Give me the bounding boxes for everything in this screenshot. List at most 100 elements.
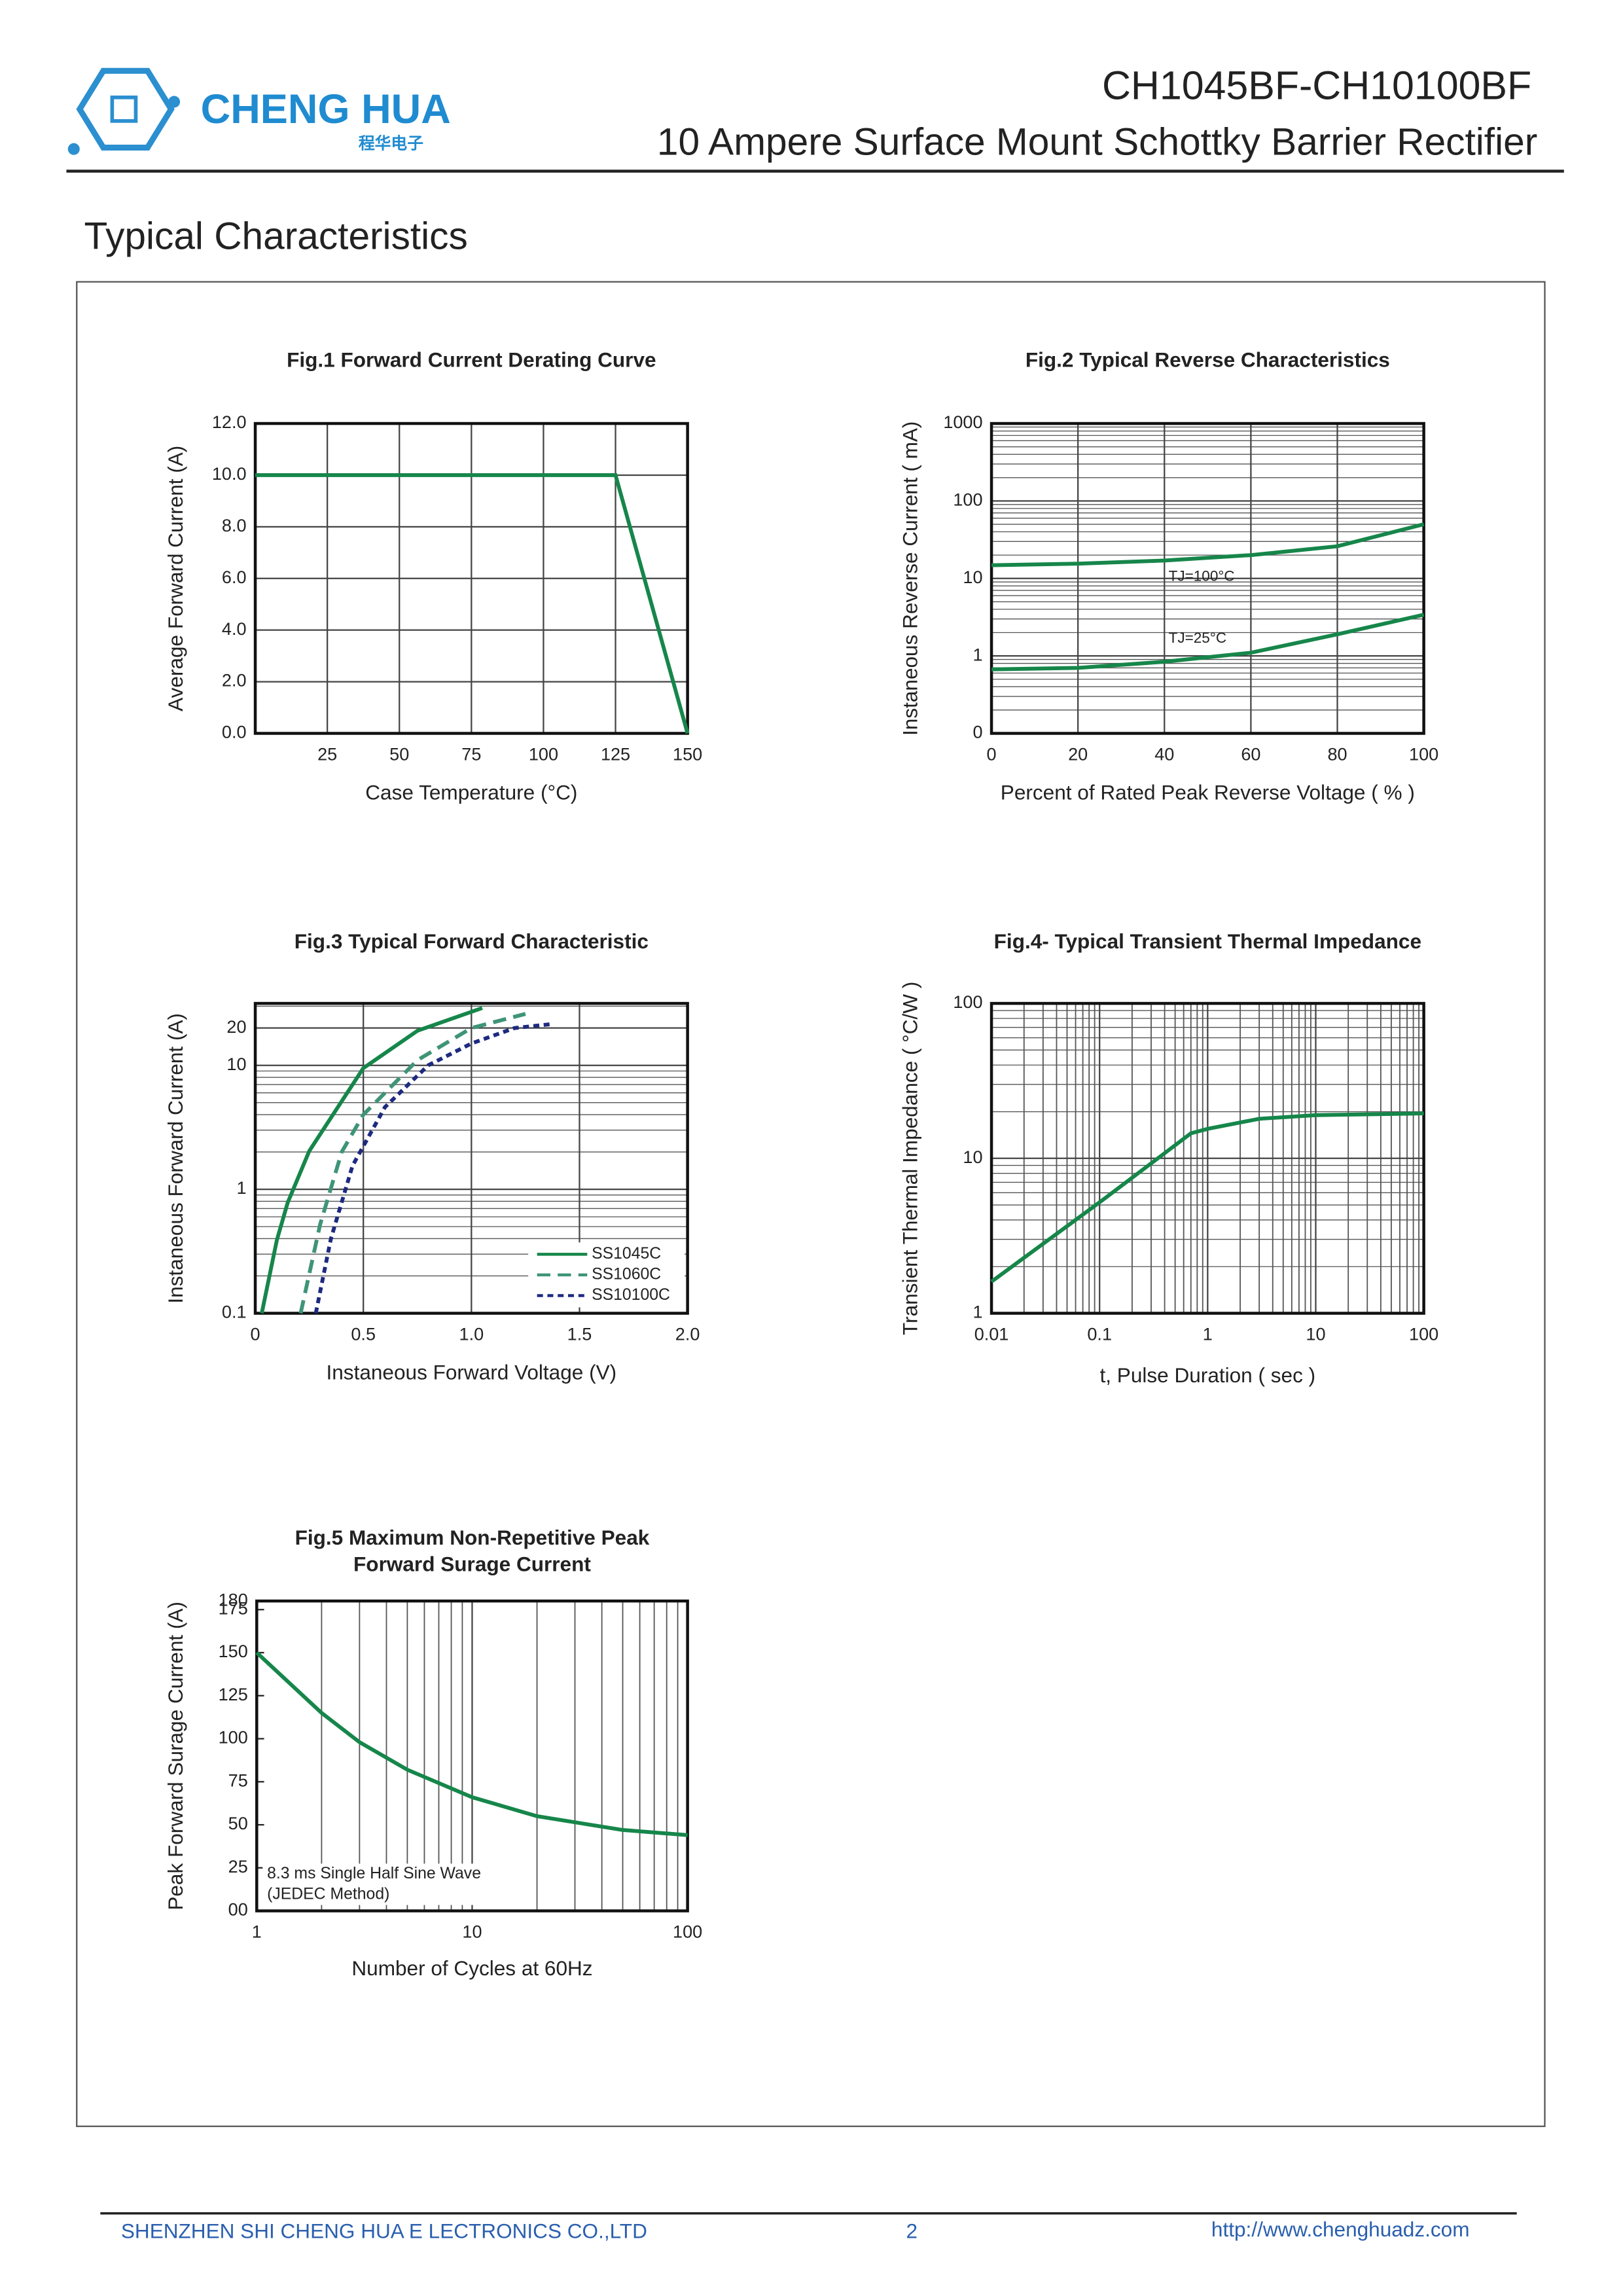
footer-url: http://www.chenghuadz.com [1211,2217,1470,2241]
y-axis-label: Transient Thermal Impedance ( °C/W ) [899,982,922,1335]
annotation: (JEDEC Method) [267,1885,389,1903]
chart-title: Fig.1 Forward Current Derating Curve [287,348,656,372]
y-tick-label: 75 [228,1770,248,1790]
chart-title: Forward Surage Current [353,1552,591,1575]
x-tick-label: 0 [987,744,997,764]
y-tick-label: 25 [228,1857,248,1876]
x-tick-label: 50 [389,744,409,764]
x-tick-label: 1.0 [459,1324,484,1344]
y-axis-label: Average Forward Current (A) [164,446,187,711]
y-tick-label: 100 [953,992,982,1012]
y-tick-label: 10.0 [212,464,247,484]
y-tick-label: 12.0 [212,412,247,432]
x-axis-label: Case Temperature (°C) [365,780,577,804]
frame [76,281,1546,2127]
y-tick-label: 10 [963,1147,982,1167]
x-tick-label: 0 [251,1324,260,1344]
x-tick-label: 25 [317,744,337,764]
y-tick-label: 10 [963,567,982,587]
x-tick-label: 1.5 [567,1324,592,1344]
x-tick-label: 0.01 [974,1324,1009,1344]
x-tick-label: 20 [1068,744,1088,764]
series-line [991,613,1425,672]
logo-dot [67,143,80,155]
brand-cn: 程华电子 [359,134,423,152]
chart: 1 10 100 0.01 0.1 1 10 100 Fig.4- Typical Transi… [899,929,1439,1387]
x-axis-label: Number of Cycles at 60Hz [351,1956,592,1980]
y-tick-label: 150 [219,1641,248,1661]
x-axis-label: Percent of Rated Peak Reverse Voltage ( … [1001,780,1415,804]
y-tick-label: 2.0 [222,671,247,691]
part-number: CH1045BF-CH10100BF [1102,63,1531,107]
x-tick-label: 75 [461,744,481,764]
y-axis-label: Instaneous Reverse Current ( mA) [899,422,922,736]
section-title: Typical Characteristics [84,215,468,258]
x-tick-label: 125 [601,744,630,764]
y-tick-label: 1 [236,1178,246,1198]
y-tick-label: 1 [972,1302,982,1322]
logo-dot [168,96,181,108]
chart-title: Fig.2 Typical Reverse Characteristics [1026,348,1390,372]
chart-title: Fig.3 Typical Forward Characteristic [294,929,649,953]
y-tick-label: 0.0 [222,723,247,742]
chart: 0.0 2.0 4.0 6.0 8.0 10.0 12.0 25 50 75 100 125 150 Fi… [164,348,702,804]
series-line [991,522,1425,567]
chart: 0.1 1 10 20 0 0.5 1.0 1.5 2.0 Fig.3 Typical Forwa… [164,929,700,1384]
y-tick-label: 50 [228,1814,248,1833]
y-tick-label: 00 [228,1900,248,1920]
legend-label: SS10100C [592,1286,670,1304]
x-tick-label: 40 [1154,744,1174,764]
x-tick-label: 0.1 [1087,1324,1112,1344]
plot-frame [255,1599,689,1912]
y-tick-label: 4.0 [222,619,247,639]
x-tick-label: 10 [1306,1324,1325,1344]
y-tick-label: 125 [219,1685,248,1704]
x-tick-label: 100 [529,744,558,764]
description: 10 Ampere Surface Mount Schottky Barrier… [657,120,1537,163]
chart-title: Fig.5 Maximum Non-Repetitive Peak [295,1526,650,1549]
logo-mark [76,67,175,151]
x-tick-label: 1 [252,1922,262,1942]
logo: CHENG HUA 程华电子 [67,67,451,155]
series-line [313,1022,552,1314]
series-line [260,1006,483,1314]
series-line [255,473,690,734]
legend-label: SS1060C [592,1265,661,1283]
plot-frame [253,1001,689,1315]
y-tick-label: 10 [226,1054,246,1074]
brand: CHENG HUA [201,86,451,132]
series-line [298,1012,526,1314]
y-tick-label: 0.1 [222,1302,247,1322]
x-tick-label: 1 [1203,1324,1213,1344]
y-tick-label: 175 [219,1598,248,1618]
plot-frame [253,422,689,735]
annotation-box [262,1863,484,1905]
page-number: 2 [906,2219,918,2242]
y-tick-label: 100 [953,490,982,510]
legend-label: SS1045C [592,1245,661,1263]
x-tick-label: 2.0 [675,1324,700,1344]
plot-frame [990,1001,1425,1315]
y-tick-label: 20 [226,1017,246,1037]
x-axis-label: t, Pulse Duration ( sec ) [1100,1363,1316,1387]
x-tick-label: 100 [1409,744,1438,764]
y-axis-label: Peak Forward Surage Current (A) [164,1602,187,1910]
logo-chip [110,95,138,123]
series-line [990,1111,1424,1283]
x-axis-label: Instaneous Forward Voltage (V) [327,1360,617,1384]
y-tick-label: 0 [972,723,982,742]
x-tick-label: 60 [1241,744,1260,764]
chart: 0 1 10 100 1000 0 20 40 60 80 100 Fig.2 Typical Rev… [899,348,1439,804]
y-tick-label: 180 [219,1590,248,1609]
x-tick-label: 80 [1327,744,1347,764]
x-tick-label: 150 [673,744,702,764]
series-line [255,1651,688,1837]
x-tick-label: 100 [673,1922,702,1942]
x-tick-label: 0.5 [351,1324,376,1344]
series-label: TJ=25°C [1169,630,1227,646]
chart-title: Fig.4- Typical Transient Thermal Impedan… [994,929,1421,953]
x-tick-label: 100 [1409,1324,1438,1344]
